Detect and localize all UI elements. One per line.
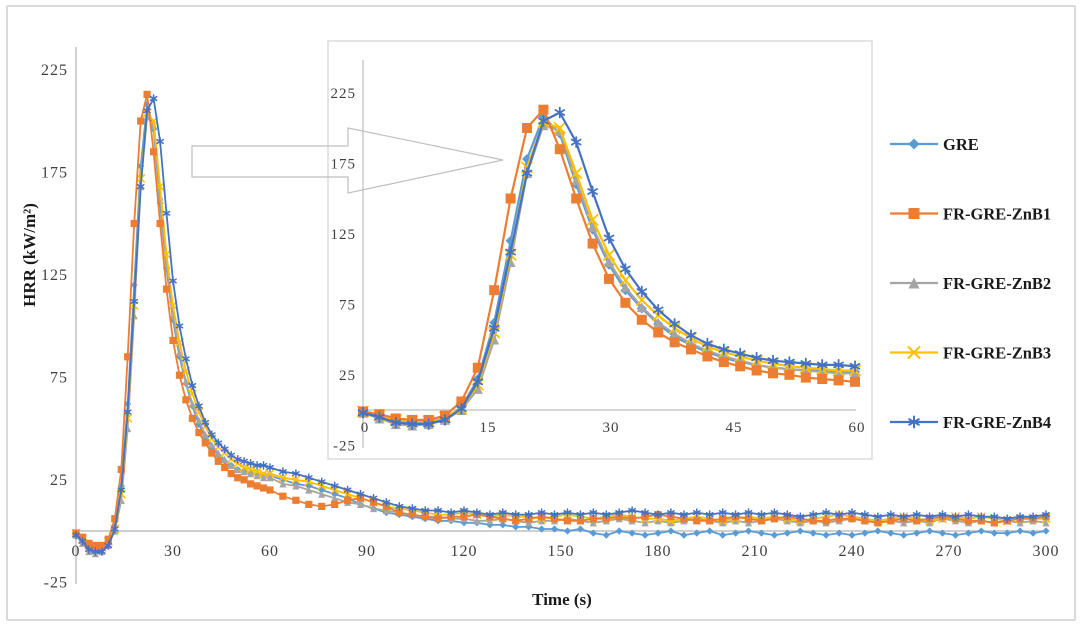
tick-label: 150 (548, 543, 575, 560)
inset-plot: 225 175 125 75 25 -25 0 15 30 45 60 (327, 40, 873, 460)
legend-label: FR-GRE-ZnB2 (943, 274, 1051, 293)
tick-label: 60 (849, 420, 866, 436)
tick-label: 15 (480, 420, 497, 436)
tick-label: 125 (331, 227, 357, 243)
tick-label: 300 (1033, 543, 1060, 560)
tick-label: 30 (164, 543, 182, 560)
tick-label: 120 (451, 543, 478, 560)
tick-label: 30 (603, 420, 620, 436)
tick-label: 60 (261, 543, 279, 560)
tick-label: 125 (41, 267, 68, 284)
inset-axis-ticks: 225 175 125 75 25 -25 0 15 30 45 60 (331, 86, 866, 454)
tick-label: 75 (339, 297, 356, 313)
legend-label: FR-GRE-ZnB3 (943, 344, 1051, 363)
legend-label: FR-GRE-ZnB4 (943, 413, 1051, 432)
tick-label: 175 (331, 156, 357, 172)
tick-label: -25 (333, 438, 356, 454)
zoom-callout-arrow (191, 127, 504, 194)
tick-label: 25 (339, 368, 356, 384)
tick-label: 25 (50, 472, 68, 489)
tick-label: 225 (331, 86, 357, 102)
tick-label: 45 (726, 420, 743, 436)
series-FR-GRE-ZnB4 (72, 94, 1050, 556)
tick-label: 270 (936, 543, 963, 560)
tick-label: 210 (742, 543, 769, 560)
legend-label: FR-GRE-ZnB1 (943, 205, 1051, 224)
tick-label: 225 (41, 62, 68, 79)
tick-label: 180 (645, 543, 672, 560)
legend-item-FR-GRE-ZnB2: FR-GRE-ZnB2 (890, 274, 1051, 293)
legend: GRE FR-GRE-ZnB1 FR-GRE-ZnB2 FR-GRE-ZnB3 FR-G… (890, 135, 1051, 432)
tick-label: 75 (50, 369, 68, 386)
tick-label: 0 (72, 543, 81, 560)
tick-label: 240 (839, 543, 866, 560)
tick-label: 0 (361, 420, 370, 436)
tick-label: 90 (358, 543, 376, 560)
series-FR-GRE-ZnB4 (357, 106, 861, 430)
x-axis-title: Time (s) (532, 590, 592, 609)
legend-item-FR-GRE-ZnB4: FR-GRE-ZnB4 (890, 413, 1051, 432)
y-axis-title: HRR (kW/m²) (20, 203, 39, 307)
legend-item-GRE: GRE (890, 135, 979, 154)
legend-item-FR-GRE-ZnB1: FR-GRE-ZnB1 (890, 205, 1051, 224)
tick-label: 175 (41, 164, 68, 181)
legend-label: GRE (943, 135, 979, 154)
legend-item-FR-GRE-ZnB3: FR-GRE-ZnB3 (890, 344, 1051, 363)
tick-label: -25 (44, 574, 68, 591)
